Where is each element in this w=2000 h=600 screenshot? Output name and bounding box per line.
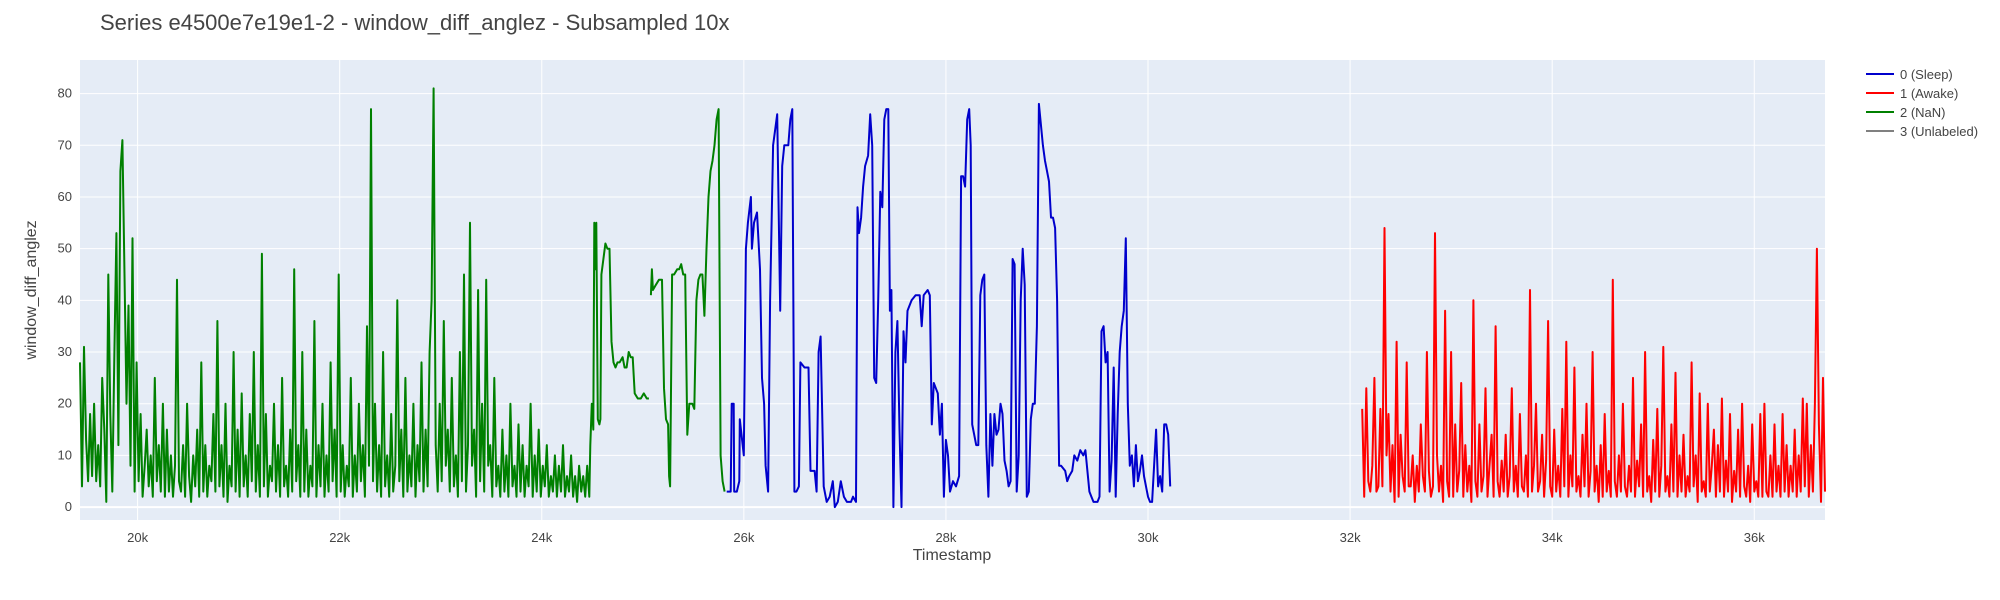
x-tick-label: 20k: [127, 530, 148, 545]
legend-label: 2 (NaN): [1900, 105, 1946, 120]
y-tick-label: 50: [58, 241, 72, 256]
y-axis-ticks: 0 10 20 30 40 50 60 70 80: [58, 86, 72, 514]
y-tick-label: 70: [58, 137, 72, 152]
legend-item-1-awake[interactable]: 1 (Awake): [1866, 86, 1958, 101]
series-line-2-nan[interactable]: [649, 108, 726, 492]
y-tick-label: 40: [58, 292, 72, 307]
y-tick-label: 60: [58, 189, 72, 204]
x-tick-label: 26k: [733, 530, 754, 545]
legend-item-0-sleep[interactable]: 0 (Sleep): [1866, 67, 1953, 82]
x-tick-label: 24k: [531, 530, 552, 545]
chart-title: Series e4500e7e19e1-2 - window_diff_angl…: [100, 10, 729, 35]
x-tick-label: 34k: [1542, 530, 1563, 545]
x-tick-label: 32k: [1340, 530, 1361, 545]
legend-item-2-nan[interactable]: 2 (NaN): [1866, 105, 1946, 120]
y-tick-label: 20: [58, 396, 72, 411]
legend-label: 0 (Sleep): [1900, 67, 1953, 82]
y-tick-label: 0: [65, 499, 72, 514]
x-tick-label: 30k: [1138, 530, 1159, 545]
legend-label: 3 (Unlabeled): [1900, 124, 1978, 139]
y-tick-label: 10: [58, 447, 72, 462]
y-tick-label: 30: [58, 344, 72, 359]
series-layer: [79, 87, 1826, 509]
series-line-0-sleep[interactable]: [726, 102, 1172, 509]
y-tick-label: 80: [58, 86, 72, 101]
legend[interactable]: 0 (Sleep) 1 (Awake) 2 (NaN) 3 (Unlabeled): [1866, 67, 1978, 139]
x-axis-title: Timestamp: [913, 547, 992, 564]
series-line-2-nan[interactable]: [79, 87, 649, 503]
series-line-1-awake[interactable]: [1361, 227, 1826, 503]
x-tick-label: 22k: [329, 530, 350, 545]
legend-item-3-unlabeled[interactable]: 3 (Unlabeled): [1866, 124, 1978, 139]
y-axis-title: window_diff_anglez: [23, 220, 40, 360]
legend-label: 1 (Awake): [1900, 86, 1958, 101]
x-tick-label: 28k: [935, 530, 956, 545]
x-axis-ticks: 20k 22k 24k 26k 28k 30k 32k 34k 36k: [127, 530, 1765, 545]
x-tick-label: 36k: [1744, 530, 1765, 545]
